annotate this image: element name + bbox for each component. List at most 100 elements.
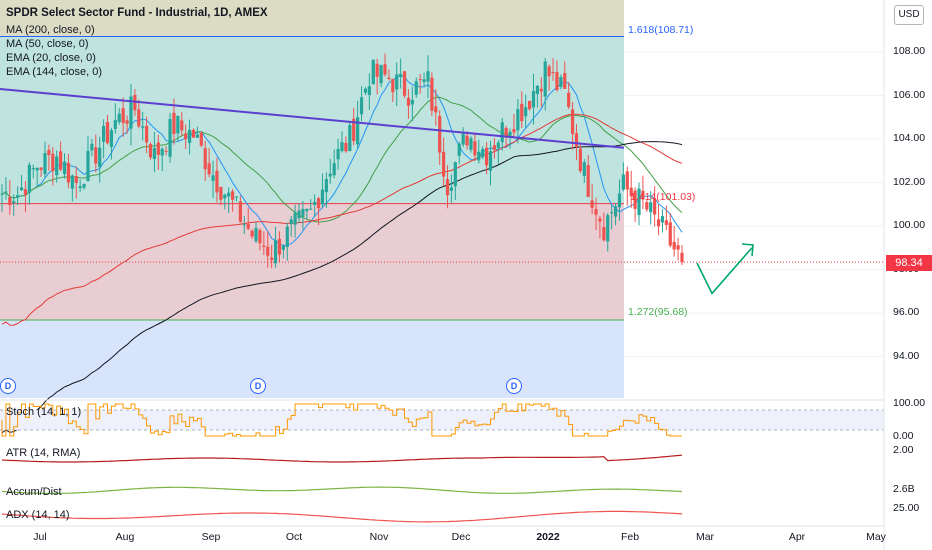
candle-body [0,193,4,195]
candle-body [570,109,575,134]
atr-line [1,454,683,463]
candle-body [356,117,360,145]
candle-body [379,65,383,84]
projection-group[interactable] [696,243,754,295]
candle-body [680,252,684,263]
candle-body [297,210,301,219]
candle-body [35,167,39,171]
candle-body [148,143,153,158]
fib-lines [0,36,884,321]
candle-body [320,189,325,205]
candle-body [180,120,184,131]
candle-body [336,148,340,160]
candle-body [195,134,200,138]
stoch-band [0,410,884,430]
candle-body [496,142,500,149]
candle-body [457,143,461,156]
candle-body [602,226,606,241]
accum-tick: 2.6B [893,483,915,495]
candle-body [8,197,12,206]
atr-label[interactable]: ATR (14, RMA) [6,447,81,459]
candle-body [227,192,231,197]
candle-body [258,230,262,244]
dividend-marker[interactable]: D [0,378,16,394]
candle-body [94,147,98,164]
candle-body [438,116,442,153]
candle-body [12,201,16,204]
stoch-label[interactable]: Stoch (14, 1, 1) [6,406,82,418]
candle-body [137,109,141,127]
candle-body [113,120,117,129]
candle-body [375,63,379,77]
candle-body [590,200,594,208]
candle-body [125,120,129,124]
candle-body [281,246,285,250]
candle-body [144,125,149,143]
candle-body [305,208,309,212]
candle-body [277,238,282,255]
candle-body [109,130,114,148]
candle-body [422,79,426,82]
candle-body [442,151,446,177]
candle-body [473,141,477,156]
trendline-group[interactable] [0,87,625,149]
grid-lines [624,51,884,357]
candle-body [250,230,254,237]
candle-body [543,61,547,97]
candle-body [82,184,86,188]
candle-body [672,241,676,250]
candle-body [242,224,246,226]
candle-body [363,88,368,93]
candle-body [469,138,473,150]
candle-body [352,118,356,141]
candle-body [4,191,8,193]
indicator-ma200[interactable]: MA (200, close, 0) [6,24,95,36]
time-tick: Mar [695,531,715,543]
accum-line [1,486,683,494]
candle-body [301,208,305,217]
candle-body [172,112,176,134]
candle-body [219,186,223,200]
candle-body [586,165,590,197]
candle-body [430,77,434,111]
candle-body [477,151,481,161]
candle-body [160,148,164,156]
candle-body [348,125,352,152]
time-tick: Dec [451,531,471,543]
candle-body [449,187,454,191]
ma200-line [1,141,683,434]
candle-body [187,129,192,143]
candle-body [426,71,430,82]
indicator-ma50[interactable]: MA (50, close, 0) [6,38,89,50]
candle-body [563,73,567,89]
price-tick: 100.00 [893,219,926,231]
adx-label[interactable]: ADX (14, 14) [6,509,70,521]
candle-body [289,219,293,225]
candle-body [633,190,637,209]
indicator-ema20[interactable]: EMA (20, close, 0) [6,52,96,64]
candle-body [574,133,579,147]
candle-body [367,86,371,95]
stoch-line [1,403,682,437]
projection-path[interactable] [696,247,753,295]
candle-body [270,257,274,261]
trendline[interactable] [0,87,625,149]
atr-tick: 2.00 [893,444,914,456]
candle-body [234,196,239,198]
time-tick: Jul [33,531,47,543]
dividend-marker[interactable]: D [250,378,266,394]
currency-button[interactable]: USD [894,5,924,25]
candle-body [156,142,160,155]
accum-label[interactable]: Accum/Dist [6,486,62,498]
candle-body [199,133,203,146]
price-tick: 104.00 [893,132,926,144]
candle-body [344,142,348,152]
candle-body [629,187,633,197]
indicator-ema144[interactable]: EMA (144, close, 0) [6,66,102,78]
dividend-marker[interactable]: D [506,378,522,394]
candle-body [418,79,422,81]
candle-body [621,174,625,190]
candle-body [340,142,344,152]
candle-body [332,163,336,176]
